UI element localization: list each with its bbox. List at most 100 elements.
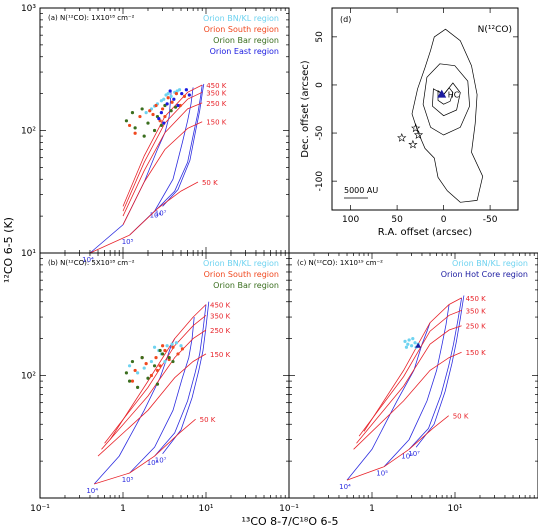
data-point-bnkl: [169, 94, 173, 98]
x-tick-label: 10⁻¹: [30, 504, 50, 514]
isodensity-curve: [415, 295, 465, 448]
temperature-label: 50 K: [200, 416, 216, 424]
data-point-bar: [173, 105, 178, 109]
star-marker: [408, 139, 418, 149]
panel-title: (a) N(¹²CO): 1X10¹⁸ cm⁻²: [48, 14, 135, 22]
data-point-bnkl: [174, 341, 179, 345]
density-label: 10⁴: [86, 487, 98, 495]
data-point-south: [149, 373, 154, 378]
data-point-bar: [130, 359, 135, 364]
data-point-bar: [140, 107, 144, 111]
hot-core-label: HC: [448, 91, 460, 100]
data-point-bar: [136, 385, 140, 389]
data-point-bar: [169, 109, 173, 113]
data-point-bar: [146, 121, 150, 125]
isotherm-curve: [97, 353, 207, 457]
star-marker: [397, 133, 407, 142]
star-marker: [411, 123, 421, 133]
data-point-south: [166, 96, 170, 100]
data-point-east: [172, 97, 176, 101]
data-point-east: [165, 102, 169, 106]
isotherm-curve: [356, 325, 462, 444]
density-label: 10⁷: [155, 209, 167, 217]
density-label: 10⁵: [122, 476, 134, 484]
y-tick-label: 0: [315, 82, 325, 88]
data-point-east: [187, 93, 191, 97]
density-label: 10⁴: [82, 256, 94, 264]
data-point-bnkl: [136, 371, 140, 375]
isotherm-curve: [104, 314, 207, 444]
data-point-bar: [124, 119, 129, 123]
panel-d-ylabel: Dec. offset (arcsec): [300, 60, 311, 157]
panel-c-frame: [288, 252, 538, 499]
legend-entry: Orion Hot Core region: [441, 270, 528, 279]
data-point-bar: [142, 134, 146, 138]
y-tick-label: 50: [315, 31, 325, 43]
isotherm-curve: [346, 415, 449, 481]
data-point-bnkl: [159, 99, 163, 103]
data-point-bar: [146, 376, 150, 380]
data-point-hotcore: [415, 342, 422, 348]
data-point-bar: [152, 128, 157, 133]
temperature-label: 450 K: [210, 301, 231, 309]
legend-entry: Orion South region: [204, 270, 279, 279]
data-point-bar: [159, 123, 163, 128]
contour-line: [437, 87, 454, 105]
data-point-south: [178, 103, 182, 108]
isotherm-curve: [109, 304, 207, 440]
data-point-bar: [124, 371, 129, 375]
data-point-south: [163, 348, 167, 353]
data-point-bar: [133, 126, 137, 130]
density-label: 10⁶: [401, 452, 413, 460]
data-point-south: [133, 368, 137, 373]
contour-line: [432, 82, 461, 117]
legend-entry: Orion South region: [204, 25, 279, 34]
temperature-label: 150 K: [206, 119, 227, 127]
x-tick-label: 100: [342, 215, 359, 225]
x-tick-label: 10⁻¹: [279, 504, 299, 514]
data-point-south: [155, 368, 160, 373]
data-point-bnkl: [165, 344, 169, 348]
x-tick-label: 1: [369, 504, 375, 514]
data-point-south: [154, 103, 158, 108]
y-tick-label: -100: [315, 171, 325, 192]
data-point-south: [138, 114, 142, 119]
data-point-bnkl: [162, 97, 166, 101]
data-point-bnkl: [406, 342, 410, 346]
temperature-label: 450 K: [466, 295, 487, 303]
legend-entry: Orion East region: [210, 47, 279, 56]
data-point-south: [158, 364, 162, 368]
data-point-south: [161, 107, 165, 111]
isodensity-curve: [129, 317, 195, 474]
data-point-south: [154, 355, 158, 360]
data-point-bar: [161, 352, 165, 356]
isodensity-curve: [162, 83, 205, 207]
data-point-south: [127, 123, 132, 128]
isodensity-curve: [408, 297, 462, 450]
data-point-south: [171, 345, 175, 349]
isodensity-curve: [154, 304, 207, 457]
y-tick-label: -50: [315, 125, 325, 140]
data-point-bnkl: [142, 366, 146, 370]
isotherm-curve: [101, 329, 207, 450]
panel-title: (b) N(¹²CO): 5X10¹⁸ cm⁻²: [48, 259, 135, 267]
y-tick-label: 10³: [21, 4, 36, 14]
density-label: 10⁵: [122, 238, 134, 246]
isotherm-curve: [122, 121, 203, 225]
y-tick-label: 10²: [21, 127, 36, 137]
hot-core-marker: [437, 89, 447, 98]
data-point-south: [151, 112, 155, 117]
data-point-bnkl: [403, 339, 407, 343]
legend-entry: Orion Bar region: [213, 36, 279, 45]
contour-line: [422, 63, 470, 136]
data-point-east: [157, 117, 161, 121]
data-point-bnkl: [175, 89, 179, 93]
x-tick-label: 0: [441, 215, 447, 225]
data-point-bnkl: [163, 359, 167, 364]
contour-line: [411, 28, 484, 203]
panel-title: (c) N(¹²CO): 1X10¹⁹ cm⁻²: [297, 259, 383, 267]
data-point-bnkl: [413, 341, 417, 345]
